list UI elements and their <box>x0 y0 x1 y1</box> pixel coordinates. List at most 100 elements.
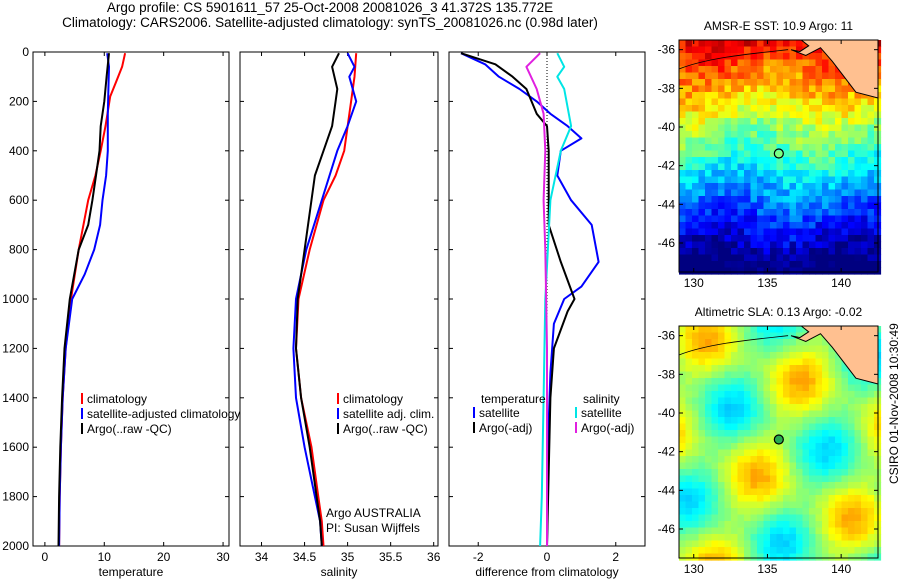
map-cell <box>770 46 778 54</box>
map-cell <box>744 196 752 204</box>
map-cell <box>802 92 810 100</box>
map-cell <box>750 365 758 373</box>
map-cell <box>770 131 778 139</box>
map-cell <box>744 72 752 80</box>
map-cell <box>854 534 862 542</box>
map-cell <box>737 332 745 340</box>
map-cell <box>828 72 836 80</box>
map-cell <box>698 436 706 444</box>
map-cell <box>822 488 830 496</box>
legend-label: satellite adj. clim. <box>343 407 434 421</box>
map-cell <box>718 495 726 503</box>
map-cell <box>711 46 719 54</box>
map-cell <box>861 391 869 399</box>
map-cell <box>698 534 706 542</box>
map-cell <box>737 495 745 503</box>
map-cell <box>776 150 784 158</box>
map-cell <box>718 150 726 158</box>
map-cell <box>815 553 823 561</box>
map-cell <box>789 475 797 483</box>
map-cell <box>809 215 817 223</box>
map-cell <box>809 163 817 171</box>
map-cell <box>835 248 843 256</box>
map-cell <box>802 72 810 80</box>
map-cell <box>789 371 797 379</box>
map-cell <box>822 53 830 61</box>
map-cell <box>685 345 693 353</box>
map-cell <box>737 514 745 522</box>
map-cell <box>711 66 719 74</box>
map-cell <box>750 46 758 54</box>
map-cell <box>815 469 823 477</box>
map-cell <box>757 501 765 509</box>
map-cell <box>770 449 778 457</box>
map-cell <box>822 423 830 431</box>
map-cell <box>783 423 791 431</box>
map-cell <box>731 98 739 106</box>
map-cell <box>679 137 687 145</box>
map-cell <box>776 248 784 256</box>
map-cell <box>763 85 771 93</box>
map-cell <box>783 59 791 67</box>
series-line <box>295 52 340 547</box>
map-cell <box>685 501 693 509</box>
map-cell <box>815 267 823 275</box>
map-cell <box>685 430 693 438</box>
map-cell <box>809 443 817 451</box>
map-cell <box>841 131 849 139</box>
map-cell <box>763 202 771 210</box>
map-cell <box>815 131 823 139</box>
map-cell <box>770 358 778 366</box>
map-cell <box>757 482 765 490</box>
map-cell <box>828 352 836 360</box>
map-cell <box>692 59 700 67</box>
map-cell <box>841 462 849 470</box>
map-cell <box>815 170 823 178</box>
page-title: Argo profile: CS 5901611_57 25-Oct-2008 … <box>20 0 640 30</box>
map-cell <box>815 456 823 464</box>
map-cell <box>731 40 739 48</box>
map-cell <box>685 423 693 431</box>
map-cell <box>848 475 856 483</box>
map-cell <box>770 521 778 529</box>
map-cell <box>770 111 778 119</box>
map-cell <box>685 235 693 243</box>
map-cell <box>692 488 700 496</box>
map-cell <box>705 235 713 243</box>
map-cell <box>848 540 856 548</box>
map-cell <box>802 144 810 152</box>
map-cell <box>763 410 771 418</box>
y-tick-label: -46 <box>658 522 676 536</box>
map-cell <box>802 397 810 405</box>
map-cell <box>718 105 726 113</box>
map-cell <box>861 508 869 516</box>
map-cell <box>718 371 726 379</box>
map-cell <box>861 98 869 106</box>
map-cell <box>815 371 823 379</box>
map-cell <box>796 85 804 93</box>
map-cell <box>867 222 875 230</box>
map-cell <box>867 488 875 496</box>
map-cell <box>724 105 732 113</box>
map-cell <box>744 111 752 119</box>
map-cell <box>718 85 726 93</box>
map-cell <box>841 469 849 477</box>
map-cell <box>776 358 784 366</box>
map-cell <box>822 352 830 360</box>
map-cell <box>822 248 830 256</box>
map-cell <box>757 495 765 503</box>
map-cell <box>854 157 862 165</box>
map-cell <box>848 85 856 93</box>
map-cell <box>802 345 810 353</box>
map-cell <box>744 183 752 191</box>
map-cell <box>770 124 778 132</box>
map-cell <box>724 215 732 223</box>
map-cell <box>757 391 765 399</box>
map-cell <box>828 144 836 152</box>
map-cell <box>789 527 797 535</box>
map-cell <box>744 46 752 54</box>
map-cell <box>750 170 758 178</box>
map-cell <box>796 410 804 418</box>
map-cell <box>757 417 765 425</box>
